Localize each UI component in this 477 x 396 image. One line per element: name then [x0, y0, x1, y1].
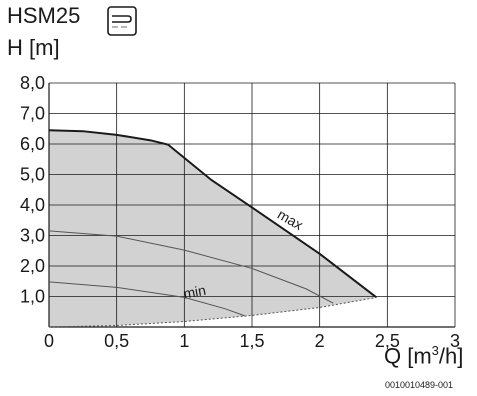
- y-axis-label: H [m]: [7, 35, 60, 60]
- curve-min: [48, 296, 377, 328]
- curve-max: [48, 129, 378, 299]
- x-axis-label-end: /h]: [438, 343, 464, 369]
- x-axis-label: Q [m3/h]: [384, 343, 463, 369]
- x-axis-label-sup: 3: [431, 343, 439, 358]
- y-tick-label: 3,0: [20, 226, 45, 246]
- x-tick-label: 2: [315, 331, 325, 351]
- pump-mode-icon: [107, 6, 137, 36]
- x-tick-label: 2,5: [375, 331, 400, 351]
- x-axis-label-main: Q [m: [384, 343, 432, 369]
- y-tick-label: 8,0: [20, 73, 45, 93]
- curve-mid-1: [48, 230, 334, 304]
- y-tick-label: 6,0: [20, 134, 45, 154]
- operating-area: [49, 130, 377, 327]
- y-tick-label: 2,0: [20, 256, 45, 276]
- y-tick-label: 5,0: [20, 165, 45, 185]
- chart-title: HSM25: [7, 3, 81, 28]
- x-tick-label: 0: [44, 331, 54, 351]
- curve-mid-2: [48, 281, 246, 317]
- document-id: 0010010489-001: [385, 380, 454, 390]
- y-tick-label: 1,0: [20, 287, 45, 307]
- x-tick-label: 1,5: [239, 331, 264, 351]
- x-tick-label: 1: [179, 331, 189, 351]
- y-tick-label: 4,0: [20, 195, 45, 215]
- x-tick-label: 3: [450, 331, 460, 351]
- x-tick-label: 0,5: [104, 331, 129, 351]
- y-tick-label: 7,0: [20, 104, 45, 124]
- min-label: min: [182, 282, 207, 302]
